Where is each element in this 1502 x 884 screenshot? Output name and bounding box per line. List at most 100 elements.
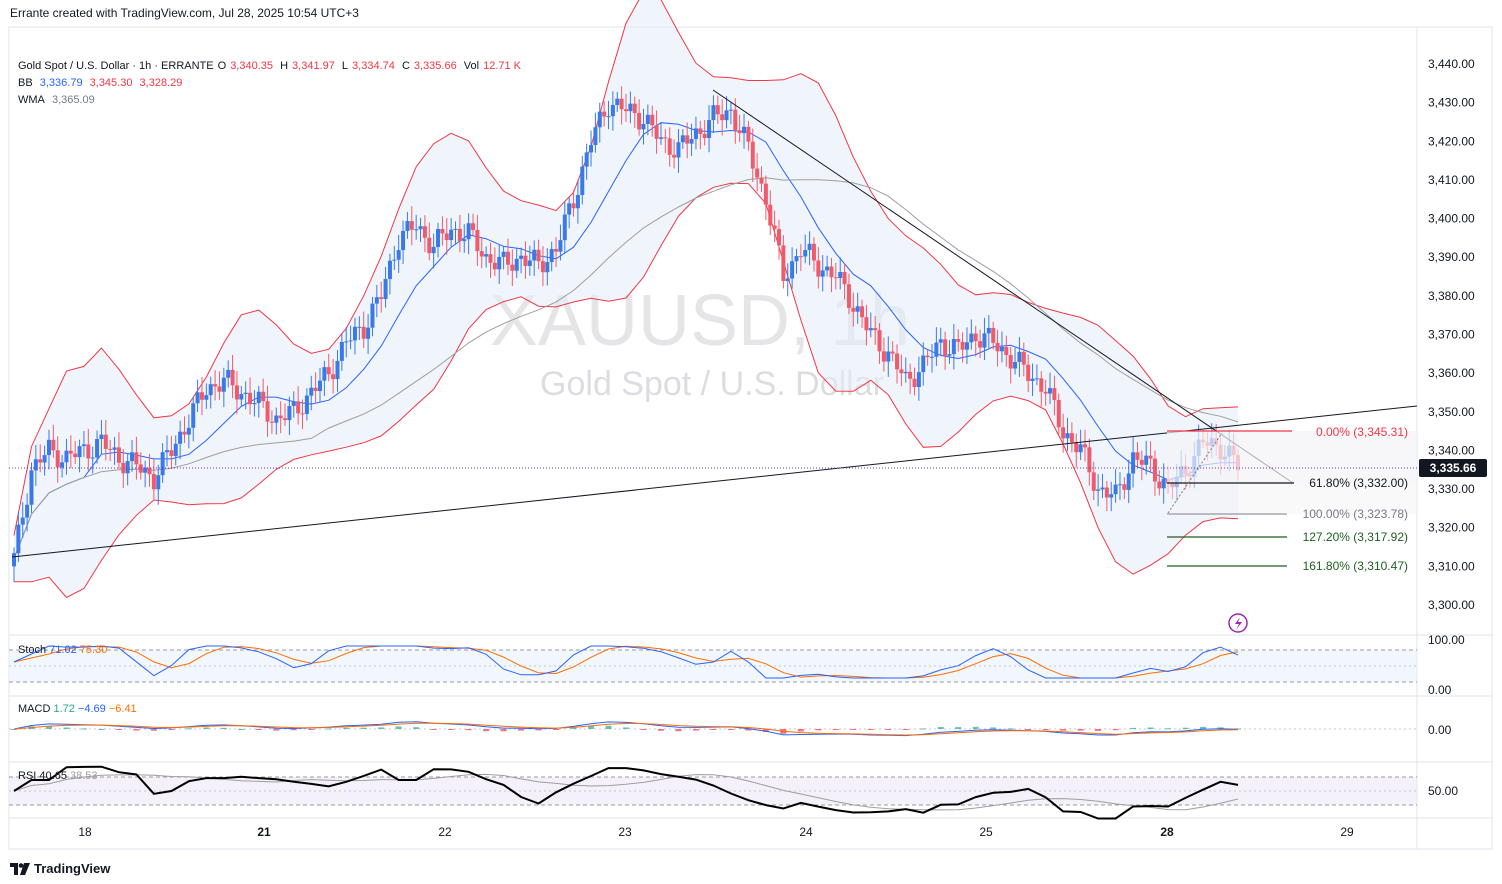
candle-body[interactable] xyxy=(191,403,196,428)
candle-body[interactable] xyxy=(497,256,502,270)
candle-body[interactable] xyxy=(777,229,781,246)
candle-body[interactable] xyxy=(186,427,191,435)
candle-body[interactable] xyxy=(103,434,108,449)
candle-body[interactable] xyxy=(1004,346,1009,356)
candle-body[interactable] xyxy=(1034,378,1039,380)
candle-body[interactable] xyxy=(151,474,156,490)
candle-body[interactable] xyxy=(1078,444,1083,453)
candle-body[interactable] xyxy=(108,448,113,450)
candle-body[interactable] xyxy=(20,517,25,525)
candle-body[interactable] xyxy=(471,223,475,230)
candle-body[interactable] xyxy=(1157,481,1162,489)
stoch-legend[interactable]: Stoch 71.02 75.30 xyxy=(18,644,107,656)
candle-body[interactable] xyxy=(1091,472,1096,491)
candle-body[interactable] xyxy=(344,341,349,343)
candle-body[interactable] xyxy=(877,330,882,352)
candle-body[interactable] xyxy=(169,450,174,456)
candle-body[interactable] xyxy=(951,338,956,355)
candle-body[interactable] xyxy=(995,342,1000,352)
candle-body[interactable] xyxy=(335,360,340,380)
candle-body[interactable] xyxy=(287,405,292,421)
candle-body[interactable] xyxy=(567,203,572,215)
candle-body[interactable] xyxy=(676,142,681,158)
candle-body[interactable] xyxy=(615,98,620,105)
candle-body[interactable] xyxy=(134,452,139,465)
candle-body[interactable] xyxy=(182,431,187,435)
candle-body[interactable] xyxy=(1083,444,1087,448)
candle-body[interactable] xyxy=(431,246,436,254)
candle-body[interactable] xyxy=(737,130,742,134)
candle-body[interactable] xyxy=(728,109,733,111)
candle-body[interactable] xyxy=(724,110,729,121)
candle-body[interactable] xyxy=(536,249,541,262)
candle-body[interactable] xyxy=(908,371,913,379)
candle-body[interactable] xyxy=(116,447,121,463)
candle-body[interactable] xyxy=(444,233,449,241)
candle-body[interactable] xyxy=(492,262,497,270)
candle-body[interactable] xyxy=(173,443,178,456)
candle-body[interactable] xyxy=(820,270,825,277)
legend-wma[interactable]: WMA 3,365.09 xyxy=(18,94,99,106)
candle-body[interactable] xyxy=(501,251,506,257)
candle-body[interactable] xyxy=(519,255,524,259)
candle-body[interactable] xyxy=(234,385,239,400)
candle-body[interactable] xyxy=(112,447,117,450)
candle-body[interactable] xyxy=(42,455,47,463)
candle-body[interactable] xyxy=(387,260,392,280)
candle-body[interactable] xyxy=(514,258,519,271)
candle-body[interactable] xyxy=(899,369,904,374)
candle-body[interactable] xyxy=(383,279,388,299)
candle-body[interactable] xyxy=(1065,433,1070,439)
candle-body[interactable] xyxy=(715,105,720,115)
candle-body[interactable] xyxy=(663,137,668,139)
candle-body[interactable] xyxy=(1048,388,1053,394)
rsi-legend[interactable]: RSI 40.65 38.53 xyxy=(18,770,98,782)
candle-body[interactable] xyxy=(243,392,248,395)
candle-body[interactable] xyxy=(1161,478,1166,489)
candle-body[interactable] xyxy=(348,340,353,342)
candle-body[interactable] xyxy=(986,327,991,334)
candle-body[interactable] xyxy=(29,470,34,505)
candle-body[interactable] xyxy=(274,415,279,423)
candle-body[interactable] xyxy=(12,553,16,567)
candle-body[interactable] xyxy=(165,450,169,453)
candle-body[interactable] xyxy=(943,339,948,356)
candle-body[interactable] xyxy=(156,475,161,490)
candle-body[interactable] xyxy=(790,261,795,279)
candle-body[interactable] xyxy=(1026,364,1031,381)
candle-body[interactable] xyxy=(650,114,655,126)
candle-body[interactable] xyxy=(733,109,738,131)
candle-body[interactable] xyxy=(462,239,467,242)
candle-body[interactable] xyxy=(418,226,423,230)
candle-body[interactable] xyxy=(680,135,685,143)
candle-body[interactable] xyxy=(16,524,21,554)
candle-body[interactable] xyxy=(1144,455,1149,465)
candle-body[interactable] xyxy=(842,272,847,285)
candle-body[interactable] xyxy=(803,249,808,257)
candle-body[interactable] xyxy=(654,125,659,139)
candle-body[interactable] xyxy=(1030,378,1035,381)
candle-body[interactable] xyxy=(475,229,480,252)
candle-body[interactable] xyxy=(64,450,69,463)
candle-body[interactable] xyxy=(81,444,86,447)
candle-body[interactable] xyxy=(252,403,257,405)
candle-body[interactable] xyxy=(199,392,204,400)
candle-body[interactable] xyxy=(580,166,585,195)
candle-body[interactable] xyxy=(921,355,926,373)
candle-body[interactable] xyxy=(807,243,812,250)
candle-body[interactable] xyxy=(1039,378,1044,392)
candle-body[interactable] xyxy=(589,145,594,153)
candle-body[interactable] xyxy=(602,111,607,117)
candle-body[interactable] xyxy=(217,386,222,392)
candle-body[interactable] xyxy=(947,354,952,356)
candle-body[interactable] xyxy=(575,194,580,209)
candle-body[interactable] xyxy=(125,461,130,474)
candle-body[interactable] xyxy=(956,338,961,342)
candle-body[interactable] xyxy=(558,240,563,252)
candle-body[interactable] xyxy=(571,203,576,209)
candle-body[interactable] xyxy=(846,284,851,308)
candle-body[interactable] xyxy=(925,355,930,358)
candle-body[interactable] xyxy=(440,229,445,234)
candle-body[interactable] xyxy=(982,333,987,348)
candle-body[interactable] xyxy=(628,103,633,112)
